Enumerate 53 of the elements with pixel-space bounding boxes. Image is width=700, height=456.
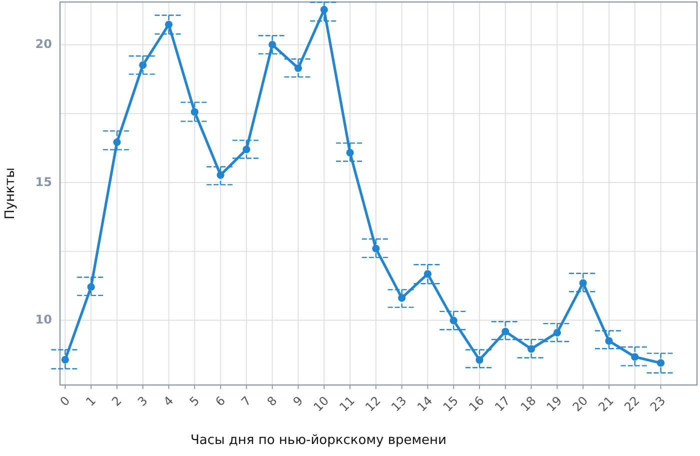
point <box>579 279 587 287</box>
y-tick-label: 15 <box>35 174 52 189</box>
x-tick-label: 22 <box>622 394 642 414</box>
point <box>605 337 613 345</box>
point <box>398 294 406 302</box>
x-tick-label: 13 <box>388 394 410 414</box>
x-tick-label: 11 <box>336 394 358 414</box>
point <box>164 20 173 28</box>
point <box>320 6 328 14</box>
x-tick-label: 0 <box>57 394 73 409</box>
x-tick-label: 7 <box>238 394 254 409</box>
point <box>424 270 432 278</box>
x-tick-label: 10 <box>310 394 332 414</box>
point <box>139 61 147 69</box>
point <box>631 353 639 361</box>
point <box>61 356 69 364</box>
y-tick-label: 20 <box>35 36 52 51</box>
y-tick-label: 10 <box>35 312 52 327</box>
point <box>242 146 250 154</box>
x-tick-label: 14 <box>414 394 436 414</box>
x-tick-label: 5 <box>186 394 202 409</box>
x-tick-label: 16 <box>466 394 487 414</box>
x-tick-label: 9 <box>290 394 306 409</box>
x-tick-label: 4 <box>160 394 176 409</box>
x-tick-label: 15 <box>440 394 462 414</box>
y-axis-title: Пункты <box>3 168 18 220</box>
x-tick-label: 12 <box>362 394 384 414</box>
x-tick-label: 18 <box>518 394 539 414</box>
point <box>216 171 224 179</box>
x-tick-label: 20 <box>570 394 591 414</box>
point <box>553 328 561 336</box>
point <box>294 64 302 72</box>
x-axis-title: Часы дня по нью-йоркскому времени <box>190 433 447 448</box>
point <box>372 244 380 252</box>
point <box>656 359 665 367</box>
point <box>190 108 198 116</box>
point <box>87 283 95 291</box>
x-tick-label: 6 <box>212 394 228 409</box>
point <box>450 316 458 324</box>
x-tick-label: 23 <box>647 394 668 414</box>
x-tick-label: 2 <box>109 394 124 409</box>
x-tick-label: 8 <box>264 394 280 409</box>
x-tick-label: 17 <box>492 394 513 414</box>
point <box>527 345 536 353</box>
x-tick-label: 3 <box>135 394 150 409</box>
point <box>346 148 354 157</box>
x-tick-label: 1 <box>83 394 99 409</box>
point <box>268 40 276 49</box>
point <box>476 356 484 364</box>
x-tick-label: 21 <box>596 394 616 414</box>
point <box>113 138 121 146</box>
x-tick-label: 19 <box>544 394 565 414</box>
point <box>502 328 510 336</box>
